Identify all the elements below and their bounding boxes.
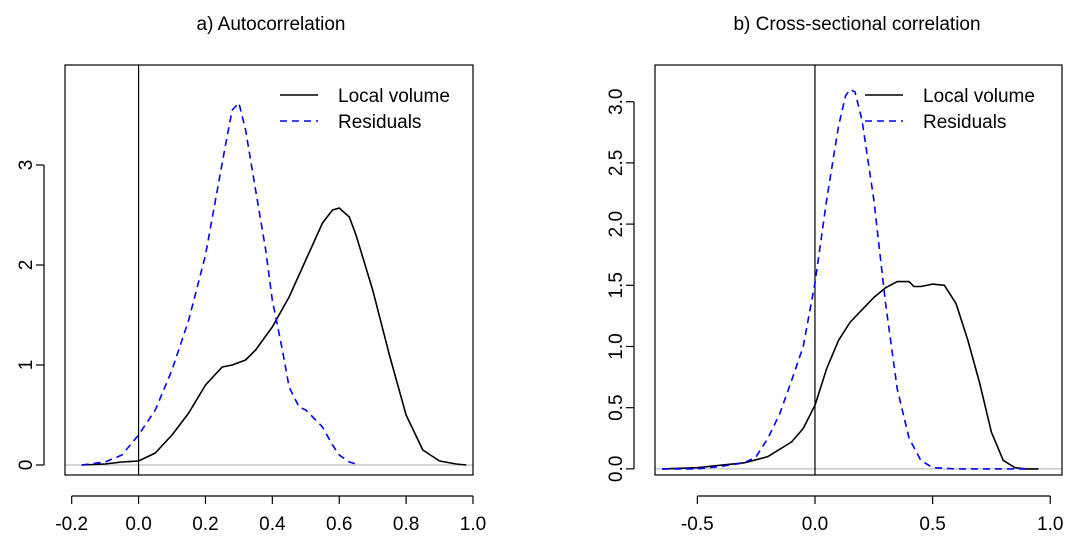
x-tick-label: 0.5 — [919, 514, 945, 535]
series-line-residuals — [662, 88, 1027, 470]
x-tick-label: 0.8 — [393, 514, 419, 535]
legend-label: Local volume — [923, 86, 1035, 107]
legend-label: Residuals — [338, 112, 421, 133]
series-line-local-volume — [81, 207, 467, 466]
x-tick-label: -0.5 — [681, 514, 714, 535]
series-line-residuals — [81, 102, 360, 466]
x-tick-label: 0.2 — [192, 514, 218, 535]
chart-title: a) Autocorrelation — [197, 14, 346, 35]
y-tick-label: 0 — [16, 460, 37, 471]
y-tick-label: 2 — [16, 260, 37, 271]
legend-label: Local volume — [338, 86, 450, 107]
x-tick-label: 0.4 — [259, 514, 286, 535]
y-tick-label: 0.0 — [606, 456, 627, 482]
x-tick-label: 0.0 — [802, 514, 828, 535]
y-tick-label: 0.5 — [606, 394, 627, 420]
plot-frame — [654, 64, 1063, 476]
plot-frame — [64, 64, 474, 476]
x-tick-label: 1.0 — [1037, 514, 1063, 535]
x-tick-label: 0.0 — [125, 514, 151, 535]
series-line-local-volume — [662, 280, 1039, 470]
y-tick-label: 3 — [16, 160, 37, 171]
y-tick-label: 2.0 — [606, 211, 627, 237]
x-tick-label: -0.2 — [55, 514, 88, 535]
chart-panel-2: b) Cross-sectional correlation -0.5 0.0 0.5… — [606, 14, 1063, 535]
chart-panel-1: a) Autocorrelation -0.2 0.0 0.2 0.4 0.6 0.8 1.0… — [16, 14, 486, 535]
y-tick-label: 1.0 — [606, 333, 627, 359]
y-tick-label: 1 — [16, 360, 37, 371]
y-tick-label: 2.5 — [606, 150, 627, 176]
x-tick-label: 0.6 — [326, 514, 352, 535]
y-tick-label: 1.5 — [606, 272, 627, 298]
legend-label: Residuals — [923, 112, 1006, 133]
chart-title: b) Cross-sectional correlation — [733, 14, 980, 35]
x-tick-label: 1.0 — [460, 514, 486, 535]
y-tick-label: 3.0 — [606, 89, 627, 115]
